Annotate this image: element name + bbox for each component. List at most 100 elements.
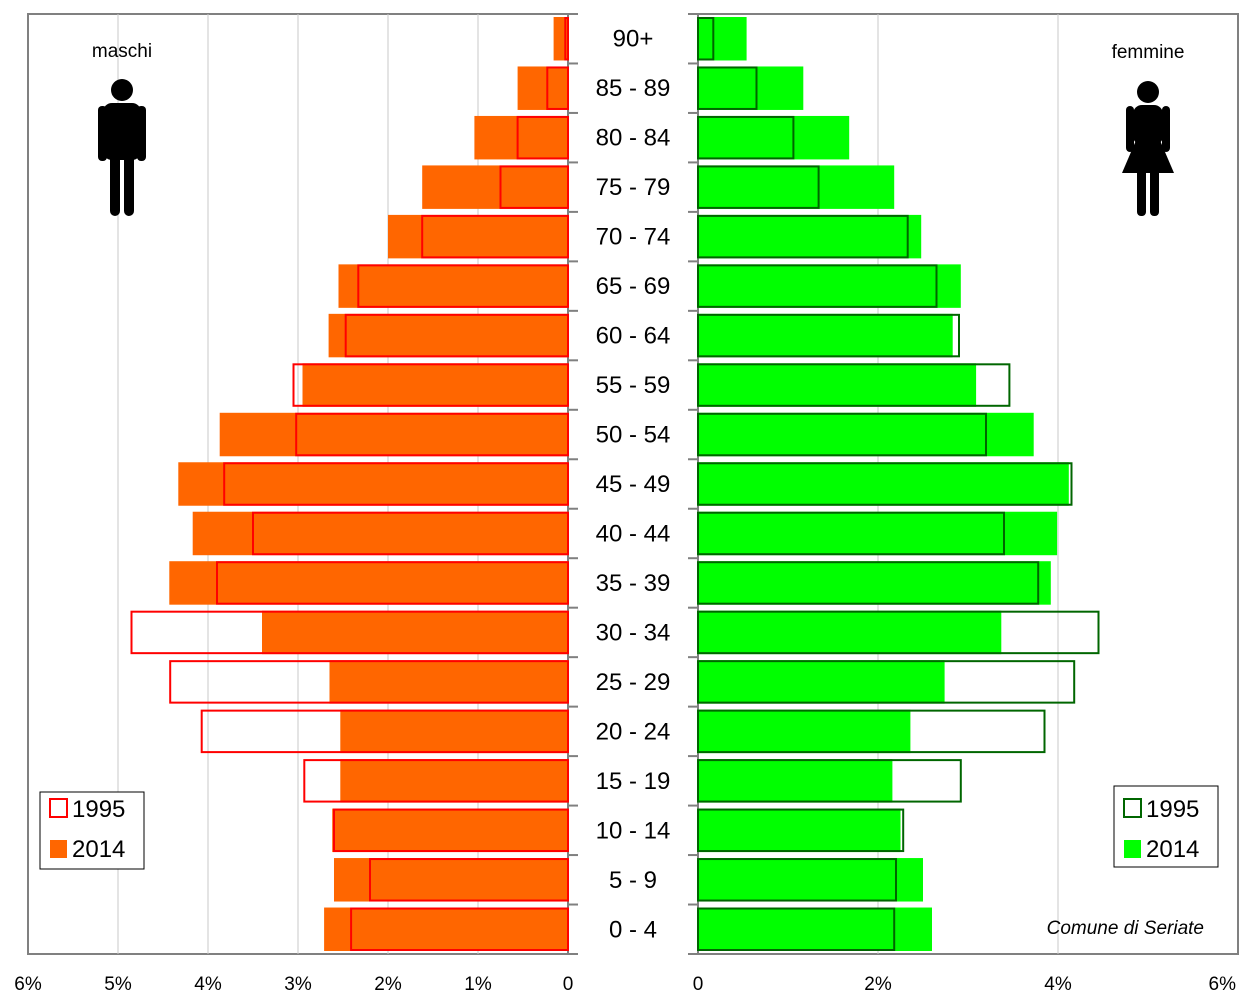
bar-1995-female xyxy=(697,264,938,308)
bar-1995-female xyxy=(697,561,1040,605)
bar-1995-female xyxy=(697,759,962,803)
bar-2014-male xyxy=(329,660,568,704)
bar-1995-female xyxy=(697,858,897,902)
age-group-label: 50 - 54 xyxy=(596,422,671,449)
bar-2014-male xyxy=(340,709,568,754)
age-group-label: 0 - 4 xyxy=(609,916,657,943)
bar-1995-male xyxy=(200,709,569,754)
age-group-label: 70 - 74 xyxy=(596,224,671,251)
bar-2014-male xyxy=(169,561,569,605)
bar-2014-male xyxy=(422,165,568,209)
bar-1995-female xyxy=(697,709,1046,754)
legend-label-1995-male: 1995 xyxy=(72,796,125,823)
bar-1995-male xyxy=(564,17,569,61)
bar-2014-female xyxy=(698,907,932,951)
bar-2014-male xyxy=(332,808,568,853)
bar-1995-male xyxy=(499,165,569,209)
bar-2014-male xyxy=(302,363,568,407)
bar-1995-female xyxy=(697,214,909,259)
age-group-label: 40 - 44 xyxy=(596,520,671,547)
right-x-tick-label: 4% xyxy=(1044,974,1072,995)
bar-2014-male xyxy=(324,907,568,951)
bar-1995-male xyxy=(169,660,569,704)
bar-1995-male xyxy=(130,610,569,655)
bar-1995-female xyxy=(697,66,758,110)
female-figure-icon xyxy=(1122,81,1174,216)
legend-label-1995-female: 1995 xyxy=(1146,796,1199,823)
bar-2014-female xyxy=(698,165,895,209)
bar-2014-female xyxy=(698,511,1058,556)
bar-1995-female xyxy=(697,808,905,853)
bar-2014-male xyxy=(178,462,569,506)
left-x-tick-label: 3% xyxy=(284,974,312,995)
right-x-tick-labels: 0 2% 4% 6% xyxy=(693,974,1236,995)
right-legend: 1995 2014 xyxy=(1113,785,1219,868)
left-x-tick-labels: 0 1% 2% 3% 4% 5% 6% xyxy=(14,974,573,995)
legend-swatch-1995-male xyxy=(49,798,68,818)
age-group-label: 20 - 24 xyxy=(596,718,671,745)
bar-2014-female xyxy=(698,363,977,407)
bar-1995-female xyxy=(697,115,795,160)
bar-1995-male xyxy=(369,858,569,902)
bar-1995-female xyxy=(697,610,1100,655)
left-panel-label: maschi xyxy=(92,41,152,62)
left-x-tick-label: 2% xyxy=(374,974,402,995)
bar-2014-female xyxy=(698,610,1002,655)
left-legend: 1995 2014 xyxy=(39,791,145,870)
bar-1995-female xyxy=(697,660,1076,704)
bar-1995-male xyxy=(216,561,569,605)
bar-2014-male xyxy=(262,610,568,655)
male-figure-icon xyxy=(98,79,146,216)
bar-1995-male xyxy=(252,511,569,556)
bar-1995-female xyxy=(697,17,715,61)
bar-2014-female xyxy=(698,462,1069,506)
left-x-tick-label: 0 xyxy=(563,974,574,995)
bar-2014-female xyxy=(698,264,961,308)
bar-2014-female xyxy=(698,214,922,259)
bar-1995-female xyxy=(697,907,896,951)
legend-swatch-1995-female xyxy=(1123,798,1142,818)
bar-1995-male xyxy=(333,808,569,853)
bar-2014-female xyxy=(698,858,923,902)
age-group-label: 60 - 64 xyxy=(596,323,671,350)
age-group-label: 80 - 84 xyxy=(596,125,671,152)
bar-1995-female xyxy=(697,412,987,457)
bar-2014-male xyxy=(334,858,568,902)
bar-2014-female xyxy=(698,17,747,61)
bar-2014-female xyxy=(698,313,953,358)
age-group-label: 55 - 59 xyxy=(596,372,671,399)
bar-1995-male xyxy=(357,264,569,308)
bar-2014-male xyxy=(192,511,568,556)
bar-1995-female xyxy=(697,363,1011,407)
age-group-label: 15 - 19 xyxy=(596,768,671,795)
legend-swatch-2014-male xyxy=(50,840,67,858)
bar-2014-female xyxy=(698,660,945,704)
age-group-label: 90+ xyxy=(613,26,654,53)
age-group-label: 5 - 9 xyxy=(609,867,657,894)
bar-2014-female xyxy=(698,412,1034,457)
bar-2014-female xyxy=(698,759,893,803)
bar-2014-male xyxy=(517,66,568,110)
bar-1995-male xyxy=(546,66,569,110)
age-group-label: 85 - 89 xyxy=(596,75,671,102)
bar-2014-female xyxy=(698,808,901,853)
age-group-label: 10 - 14 xyxy=(596,817,671,844)
bar-1995-female xyxy=(697,511,1005,556)
bar-2014-female xyxy=(698,709,911,754)
right-bars xyxy=(688,13,1100,955)
legend-label-2014-male: 2014 xyxy=(72,836,125,863)
age-group-label: 65 - 69 xyxy=(596,273,671,300)
age-group-label: 75 - 79 xyxy=(596,174,671,201)
municipality-annotation: Comune di Seriate xyxy=(1047,918,1204,939)
bar-2014-male xyxy=(474,115,568,160)
legend-swatch-2014-female xyxy=(1124,840,1141,858)
legend-label-2014-female: 2014 xyxy=(1146,836,1199,863)
bar-2014-male xyxy=(340,759,568,803)
left-x-tick-label: 5% xyxy=(104,974,132,995)
bar-1995-male xyxy=(292,363,569,407)
age-group-label: 30 - 34 xyxy=(596,619,671,646)
bar-1995-male xyxy=(516,115,569,160)
right-x-tick-label: 0 xyxy=(693,974,704,995)
bar-1995-female xyxy=(697,313,960,358)
